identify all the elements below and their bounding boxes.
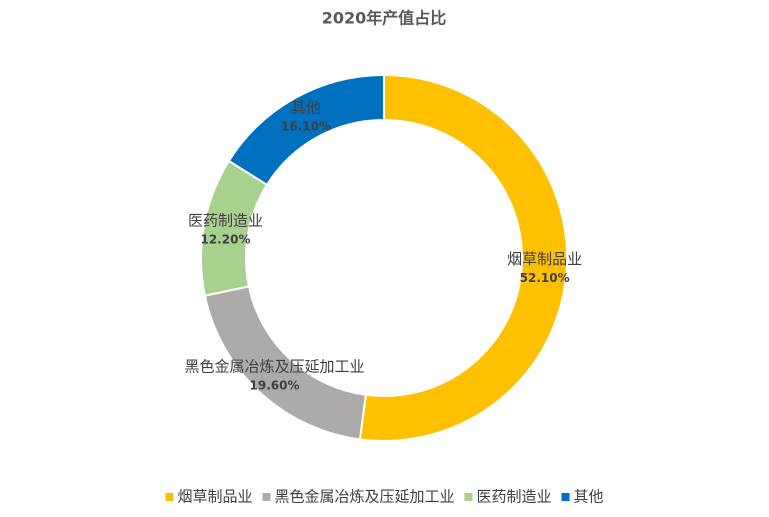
legend-swatch <box>165 493 174 501</box>
donut-slice <box>358 73 568 442</box>
legend-label: 医药制造业 <box>477 488 552 506</box>
donut-slice <box>227 73 385 187</box>
legend-swatch <box>262 493 271 501</box>
chart-title: 2020年产值占比 <box>322 9 447 28</box>
value-label: 12.20% <box>200 232 250 246</box>
legend-swatch <box>561 493 570 501</box>
value-label: 52.10% <box>520 271 570 285</box>
value-label: 19.60% <box>250 379 300 393</box>
value-label: 16.10% <box>281 120 331 134</box>
slice-label: 烟草制品业 <box>507 250 582 268</box>
slice-label: 黑色金属冶炼及压延加工业 <box>185 358 365 376</box>
slice-label: 医药制造业 <box>188 211 263 229</box>
legend-label: 其他 <box>574 488 604 506</box>
slice-label: 其他 <box>291 99 321 117</box>
legend-label: 烟草制品业 <box>177 488 252 506</box>
legend-swatch <box>464 493 473 501</box>
legend-label: 黑色金属冶炼及压延加工业 <box>274 488 454 506</box>
